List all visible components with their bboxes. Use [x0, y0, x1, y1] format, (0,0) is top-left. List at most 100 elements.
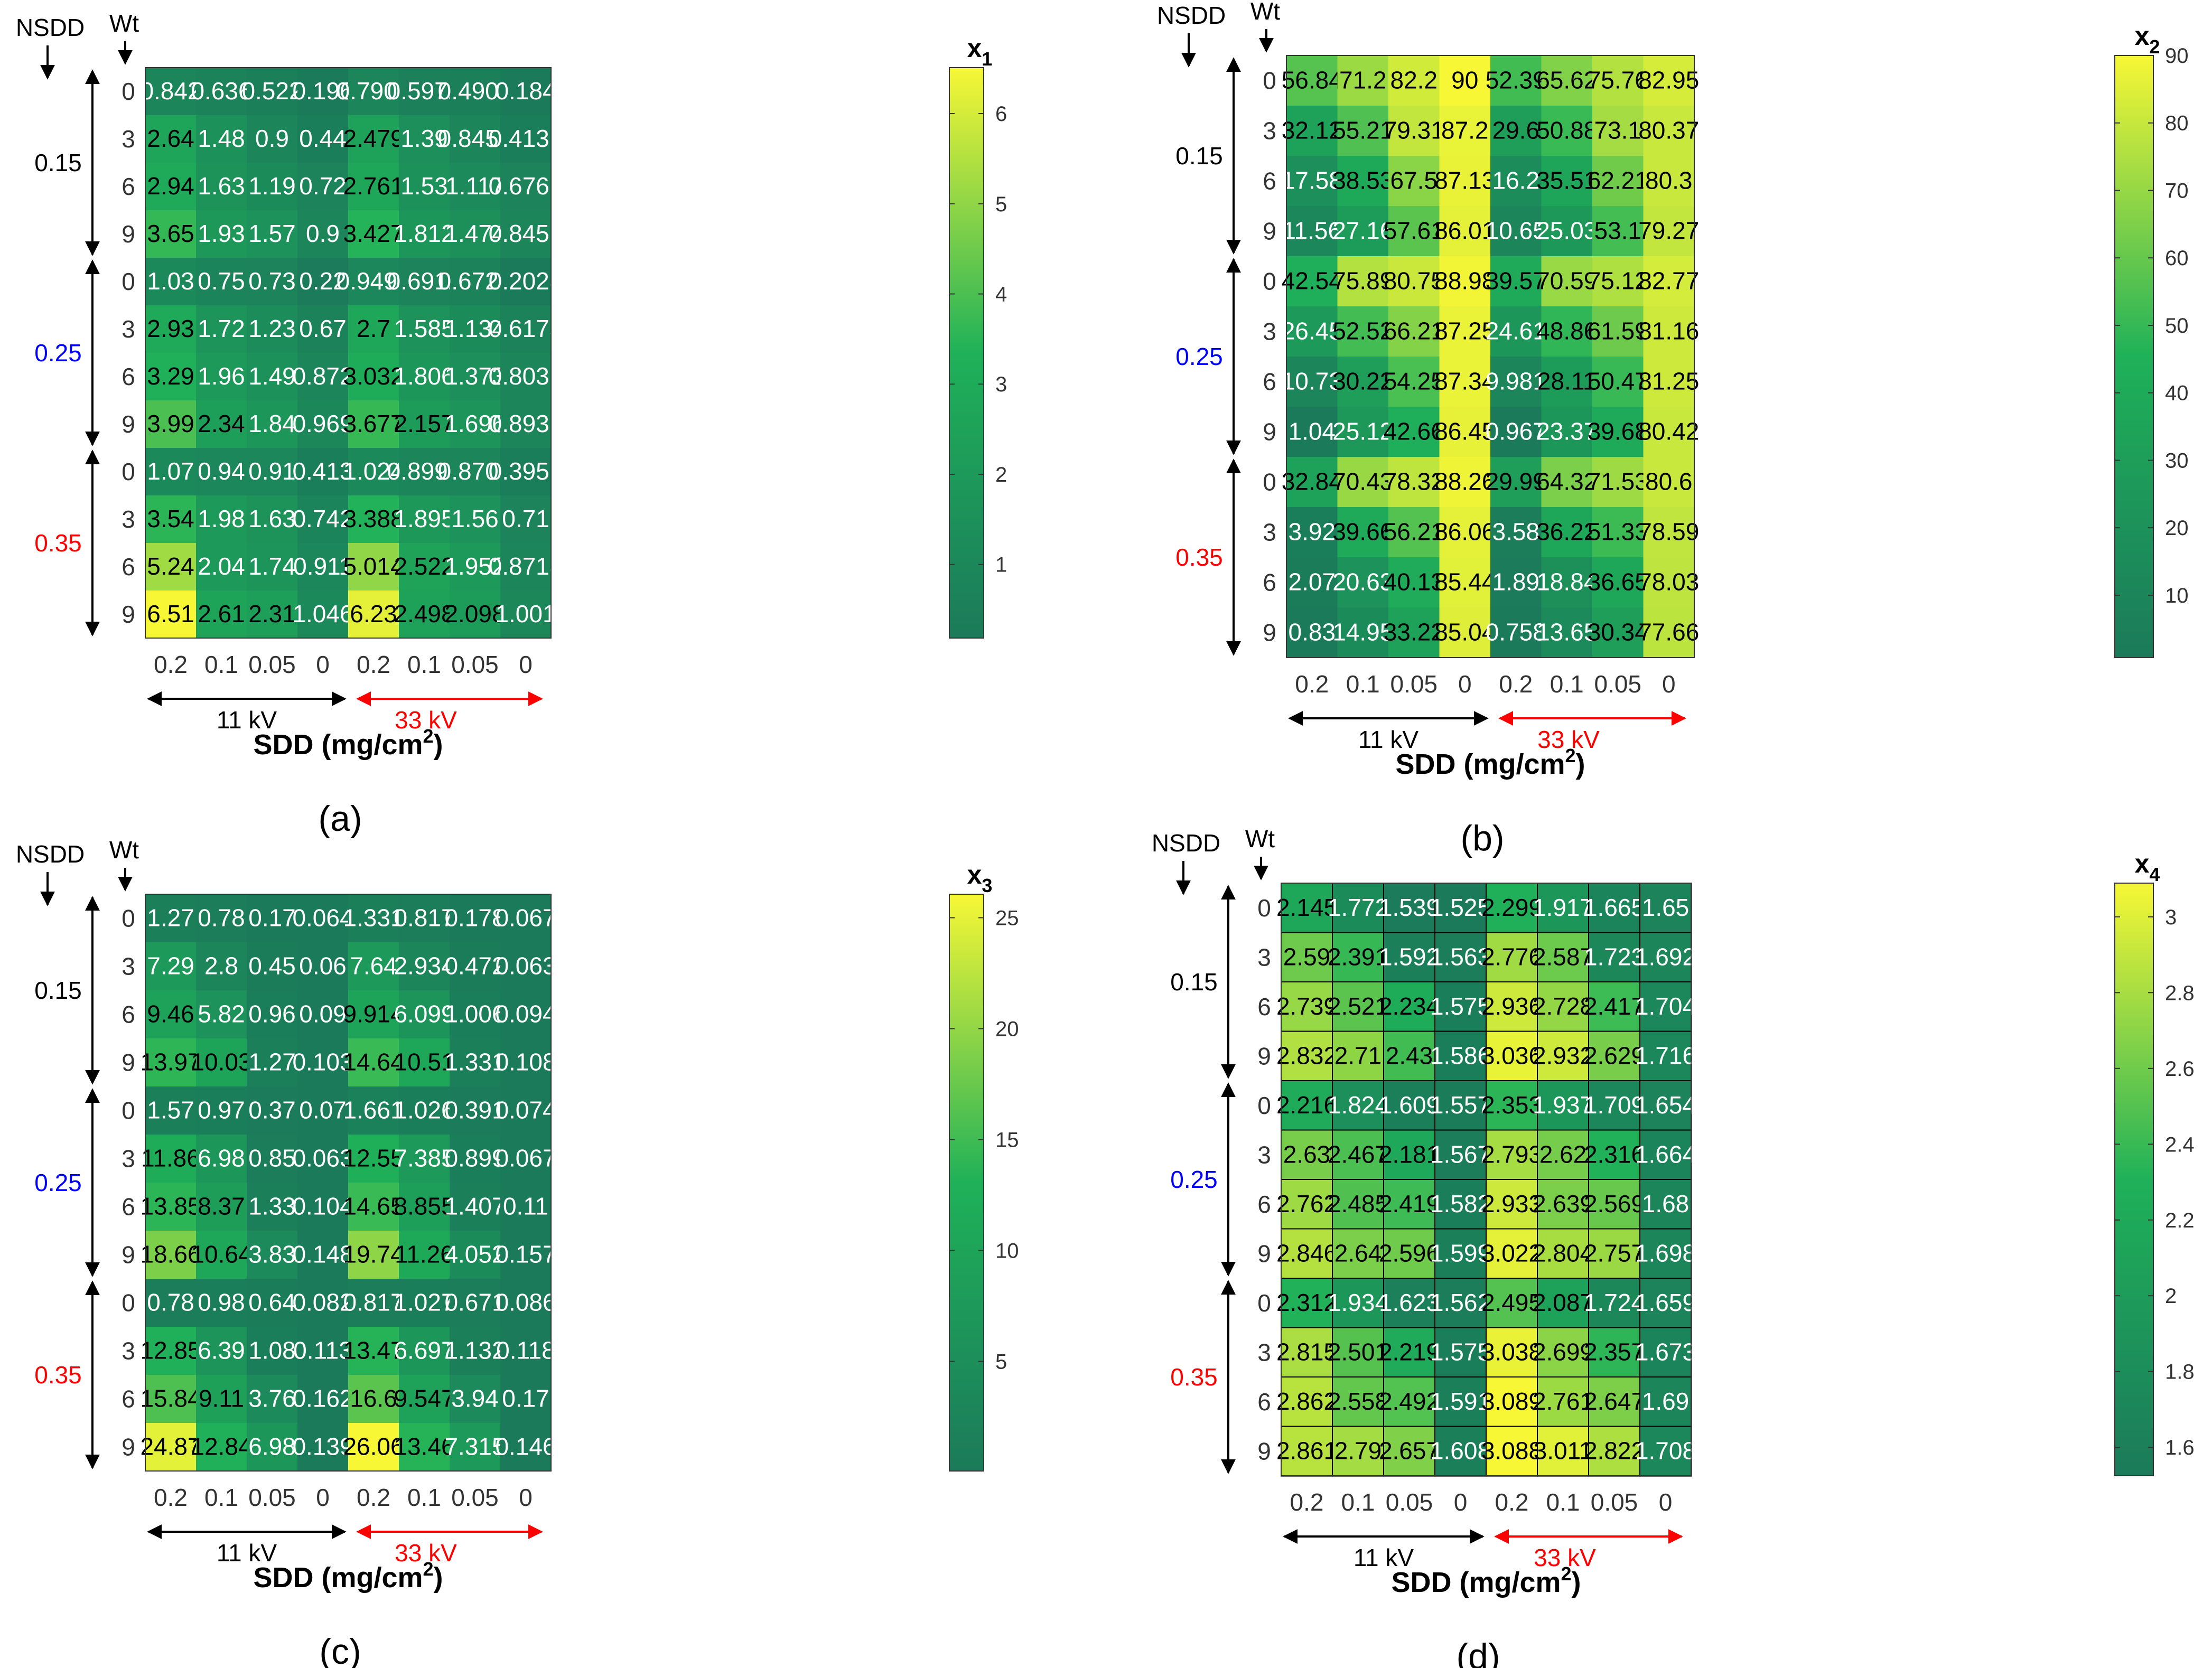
cell-value-label: 0.074 [495, 1097, 556, 1124]
heatmap-cell [1643, 306, 1695, 357]
heatmap-cell [450, 591, 501, 639]
heatmap-cell [399, 1086, 450, 1135]
heatmap-cell [1383, 981, 1436, 1033]
heatmap-cell [247, 1183, 298, 1231]
cell-value-label: 0.413 [292, 457, 353, 485]
cell-value-label: 2.793 [1481, 1140, 1542, 1168]
cell-value-label: 1.331 [444, 1048, 505, 1076]
heatmap-cell [1281, 1228, 1333, 1279]
cell-value-label: 0.391 [444, 1097, 505, 1124]
heatmap-cell [1541, 156, 1593, 207]
cell-value-label: 6.23 [350, 600, 397, 627]
cell-value-label: 2.219 [1379, 1338, 1440, 1365]
heatmap-cell [500, 1279, 552, 1327]
heatmap-cell [145, 1375, 197, 1423]
heatmap-cell [1337, 357, 1389, 407]
heatmap-cell [247, 68, 298, 116]
heatmap-cell [247, 305, 298, 353]
heatmap-cell [1439, 357, 1491, 407]
heatmap-cell [1337, 156, 1389, 207]
heatmap-cell [450, 1231, 501, 1279]
nsdd-level-label: 0.15 [34, 149, 82, 176]
heatmap-cell [247, 115, 298, 163]
heatmap-cell [1281, 1129, 1333, 1180]
cell-value-label: 0.6728 [438, 267, 512, 295]
wt-tick-label: 0 [122, 268, 135, 295]
cell-value-label: 2.157 [394, 410, 454, 437]
cell-value-label: 0.118 [496, 1337, 555, 1364]
heatmap-cell [1388, 357, 1440, 407]
cell-value-label: 75.76 [1588, 67, 1648, 94]
heatmap-cell [1388, 306, 1440, 357]
cell-value-label: 1.586 [1430, 1042, 1491, 1069]
sdd-tick-label: 0 [519, 1484, 533, 1511]
cell-value-label: 0.72 [299, 172, 347, 200]
heatmap-cell [1286, 557, 1338, 608]
cell-value-label: 2.391 [1328, 943, 1388, 970]
sdd-tick-label: 0.05 [1594, 670, 1641, 698]
cell-value-label: 9.547 [394, 1385, 454, 1412]
heatmap-cell [247, 163, 298, 211]
cell-value-label: 0.064 [292, 904, 353, 932]
cell-value-label: 1.599 [1430, 1239, 1491, 1267]
sdd-tick-label: 0.05 [451, 1484, 499, 1511]
colorbar-tick-label: 1.6 [2165, 1436, 2195, 1459]
heatmap-cell [500, 115, 552, 163]
cell-value-label: 1.33 [248, 1193, 296, 1220]
heatmap-cell [196, 353, 247, 401]
cell-value-label: 1.952 [444, 552, 505, 580]
heatmap-cell [1388, 256, 1440, 307]
heatmap-cell [500, 1135, 552, 1183]
heatmap-cell [1388, 507, 1440, 558]
wt-tick-label: 6 [122, 363, 135, 390]
heatmap-cell [399, 68, 450, 116]
heatmap-cell [145, 448, 197, 496]
cell-value-label: 1.84 [248, 410, 296, 437]
cell-value-label: 2.94 [147, 172, 194, 200]
heatmap-cell [145, 115, 197, 163]
group-33kv-label: 33 kV [395, 1539, 457, 1567]
heatmap-cell [500, 543, 552, 591]
cell-value-label: 0.96 [248, 1000, 296, 1028]
heatmap-cell [1388, 106, 1440, 156]
sdd-tick-label: 0.05 [248, 1484, 296, 1511]
cell-value-label: 1.373 [444, 362, 505, 390]
wt-tick-label: 6 [1263, 368, 1276, 396]
cell-value-label: 0.97 [198, 1097, 245, 1124]
cell-value-label: 0.148 [292, 1241, 353, 1268]
heatmap-cell [196, 163, 247, 211]
heatmap-cell [297, 1135, 349, 1183]
cell-value-label: 1.661 [343, 1097, 404, 1124]
cell-value-label: 50.47 [1588, 368, 1648, 395]
heatmap-cell [247, 448, 298, 496]
wt-tick-label: 6 [122, 1193, 135, 1221]
cell-value-label: 0.06 [299, 952, 347, 980]
cell-value-label: 1.98 [198, 505, 245, 532]
cell-value-label: 33.22 [1384, 619, 1444, 646]
cell-value-label: 1.07 [147, 457, 194, 485]
colorbar-tick-label: 2 [995, 463, 1007, 486]
heatmap-cell [1486, 1179, 1538, 1230]
heatmap-cell [348, 400, 399, 448]
cell-value-label: 2.79 [1334, 1437, 1382, 1464]
heatmap-cell [1332, 1228, 1385, 1279]
cell-value-label: 0.9 [306, 220, 340, 247]
cell-value-label: 14.65 [343, 1193, 404, 1220]
heatmap-cell [348, 894, 399, 943]
group-11kv-label: 11 kV [217, 706, 277, 734]
x-axis-label: SDD (mg/cm2) [1395, 745, 1585, 780]
cell-value-label: 0.178 [444, 904, 505, 932]
cell-value-label: 10.73 [1282, 368, 1342, 395]
cell-value-label: 0.6175 [489, 315, 563, 342]
cell-value-label: 0.094 [495, 1000, 556, 1028]
heatmap-cell [1588, 1179, 1641, 1230]
heatmap-cell [1286, 206, 1338, 257]
cell-value-label: 15.84 [140, 1385, 201, 1412]
colorbar [949, 894, 984, 1472]
heatmap-cell [1639, 1129, 1692, 1180]
cell-value-label: 0.91 [248, 457, 296, 485]
cell-value-label: 1.57 [248, 220, 296, 247]
cell-value-label: 3.58 [1492, 518, 1539, 546]
cell-value-label: 0.969 [292, 410, 353, 437]
nsdd-level-label: 0.25 [34, 339, 82, 367]
